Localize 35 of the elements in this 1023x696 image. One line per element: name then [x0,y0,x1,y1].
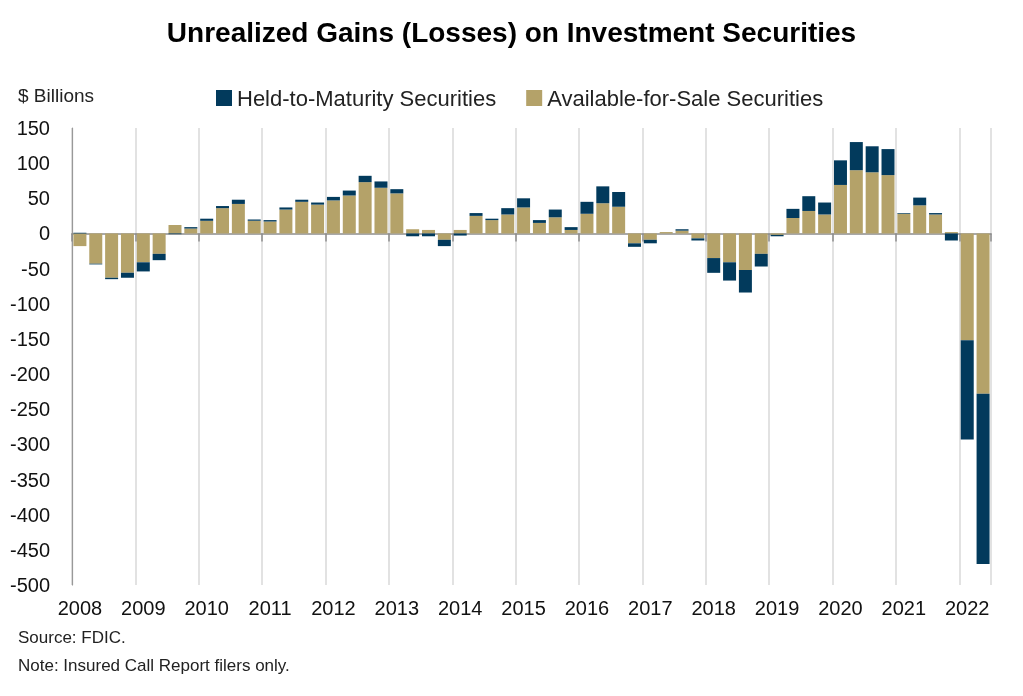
y-tick-label: -500 [9,574,50,596]
y-tick-label: -450 [9,538,50,561]
y-tick-label: -250 [9,398,50,421]
chart-title: Unrealized Gains (Losses) on Investment Securities [166,16,857,48]
x-tick-label: 2018 [691,597,736,619]
y-tick-label: -50 [21,257,50,280]
x-tick-label: 2016 [564,597,610,619]
x-tick-label: 2015 [501,597,546,619]
x-tick-label: 2012 [311,597,356,619]
y-tick-label: -150 [9,327,50,350]
y-tick-label: -200 [9,363,50,386]
x-tick-label: 2010 [184,597,229,619]
y-tick-label: 0 [38,222,50,245]
legend-label: Available-for-Sale Securities [547,85,824,111]
y-axis-title: $ Billions [18,85,95,106]
y-tick-label: 150 [16,117,50,139]
x-tick-label: 2011 [248,597,292,619]
y-tick-label: -350 [9,468,50,491]
legend-label: Held-to-Maturity Securities [237,85,497,111]
x-tick-label: 2019 [754,597,800,619]
y-tick-label: -100 [9,292,50,315]
x-tick-label: 2022 [944,597,990,619]
source-note: Source: FDIC. [18,628,126,647]
x-tick-label: 2008 [57,597,103,619]
y-tick-label: -300 [9,433,50,456]
y-tick-label: 50 [27,187,50,210]
y-tick-label: 100 [16,152,50,175]
x-tick-label: 2009 [121,597,166,619]
text: Note: Insured Call Report filers only. [18,656,290,675]
x-tick-label: 2013 [374,597,420,619]
y-tick-label: -400 [9,503,50,526]
x-tick-label: 2017 [628,597,673,619]
x-tick-label: 2020 [818,597,863,619]
x-tick-label: 2021 [881,597,927,619]
x-tick-label: 2014 [437,597,483,619]
